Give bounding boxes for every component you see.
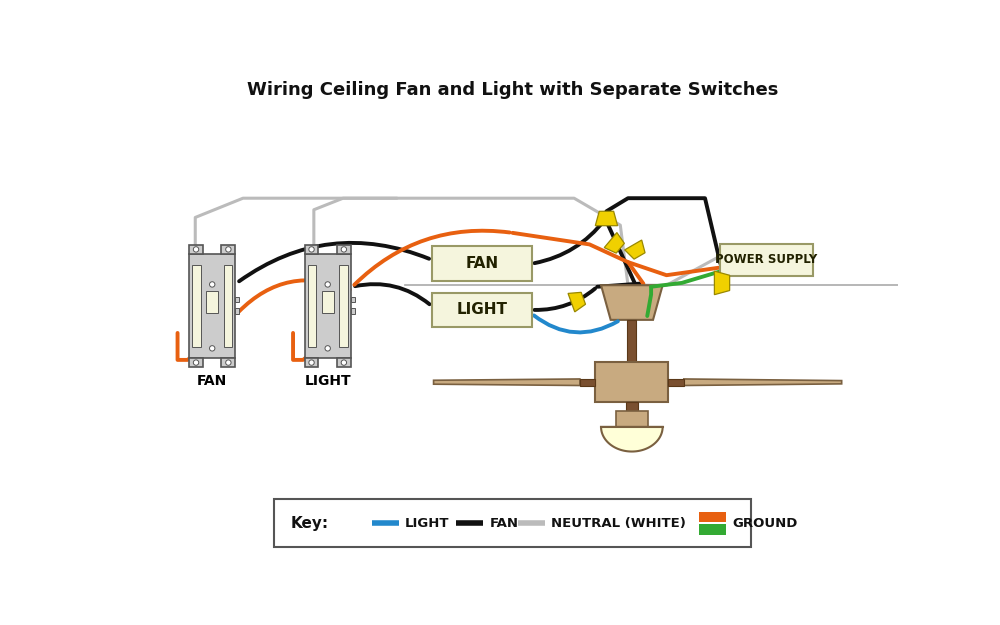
Circle shape: [325, 282, 330, 287]
FancyBboxPatch shape: [337, 245, 351, 254]
Text: LIGHT: LIGHT: [405, 517, 449, 529]
FancyBboxPatch shape: [595, 362, 668, 403]
Circle shape: [226, 360, 231, 365]
FancyBboxPatch shape: [206, 291, 218, 313]
Circle shape: [193, 247, 199, 252]
Circle shape: [341, 247, 347, 252]
Polygon shape: [601, 285, 663, 320]
Polygon shape: [601, 427, 663, 451]
FancyBboxPatch shape: [351, 308, 355, 314]
FancyBboxPatch shape: [274, 499, 751, 547]
FancyBboxPatch shape: [339, 266, 348, 346]
Text: FAN: FAN: [197, 374, 227, 388]
FancyBboxPatch shape: [432, 246, 532, 281]
Text: FAN: FAN: [465, 256, 498, 271]
Text: LIGHT: LIGHT: [456, 302, 507, 318]
FancyBboxPatch shape: [337, 358, 351, 367]
FancyBboxPatch shape: [305, 245, 318, 254]
FancyBboxPatch shape: [699, 524, 726, 535]
FancyBboxPatch shape: [189, 245, 203, 254]
Text: GROUND: GROUND: [732, 517, 797, 529]
FancyBboxPatch shape: [432, 292, 532, 327]
Text: POWER SUPPLY: POWER SUPPLY: [715, 253, 818, 266]
Polygon shape: [568, 292, 586, 312]
FancyBboxPatch shape: [322, 291, 334, 313]
FancyBboxPatch shape: [221, 358, 235, 367]
FancyBboxPatch shape: [221, 245, 235, 254]
FancyBboxPatch shape: [308, 266, 316, 346]
FancyBboxPatch shape: [189, 358, 203, 367]
Text: Wiring Ceiling Fan and Light with Separate Switches: Wiring Ceiling Fan and Light with Separa…: [247, 81, 778, 99]
FancyBboxPatch shape: [699, 512, 726, 522]
FancyBboxPatch shape: [626, 402, 638, 411]
FancyBboxPatch shape: [224, 266, 232, 346]
Polygon shape: [684, 379, 842, 386]
FancyBboxPatch shape: [305, 358, 318, 367]
FancyBboxPatch shape: [616, 411, 648, 427]
FancyBboxPatch shape: [235, 297, 239, 302]
FancyBboxPatch shape: [580, 379, 595, 386]
Text: LIGHT: LIGHT: [304, 374, 351, 388]
FancyBboxPatch shape: [351, 297, 355, 302]
Circle shape: [210, 282, 215, 287]
Circle shape: [193, 360, 199, 365]
FancyBboxPatch shape: [235, 308, 239, 314]
Circle shape: [210, 346, 215, 351]
Circle shape: [226, 247, 231, 252]
FancyBboxPatch shape: [305, 254, 351, 358]
Text: FAN: FAN: [489, 517, 518, 529]
Text: Key:: Key:: [291, 516, 329, 531]
Circle shape: [325, 346, 330, 351]
Circle shape: [309, 247, 314, 252]
FancyBboxPatch shape: [192, 266, 201, 346]
Polygon shape: [604, 232, 624, 253]
Polygon shape: [625, 240, 645, 259]
Polygon shape: [714, 271, 730, 294]
Polygon shape: [595, 211, 618, 226]
FancyBboxPatch shape: [189, 254, 235, 358]
Text: NEUTRAL (WHITE): NEUTRAL (WHITE): [551, 517, 686, 529]
FancyBboxPatch shape: [627, 320, 636, 362]
Polygon shape: [434, 379, 580, 386]
FancyBboxPatch shape: [668, 379, 684, 386]
Circle shape: [341, 360, 347, 365]
Circle shape: [309, 360, 314, 365]
FancyBboxPatch shape: [720, 244, 813, 276]
